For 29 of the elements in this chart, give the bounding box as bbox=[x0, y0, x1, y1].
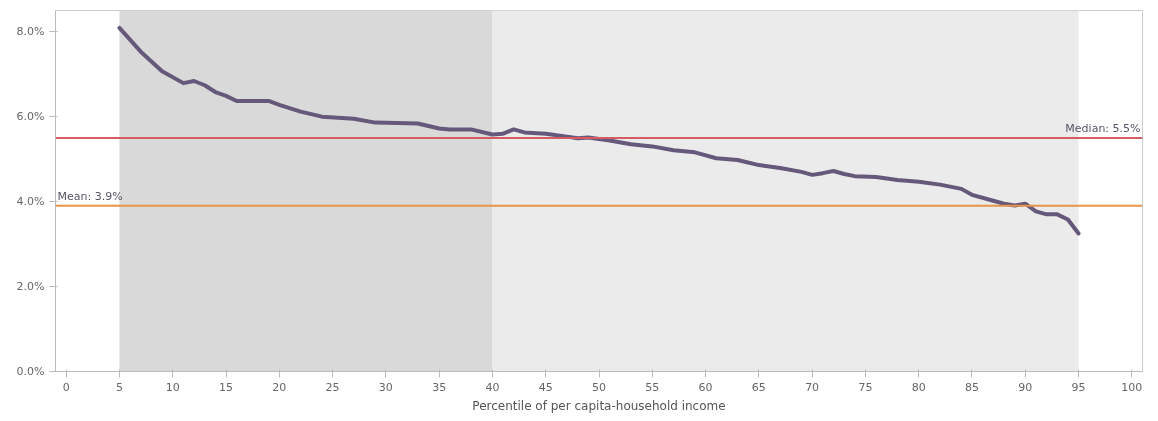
y-tick-label: 2.0% bbox=[16, 280, 45, 294]
y-tick-label: 8.0% bbox=[16, 25, 45, 39]
x-tick-label: 70 bbox=[805, 380, 820, 394]
y-tick-label: 0.0% bbox=[16, 365, 45, 378]
y-tick-label: 6.0% bbox=[16, 110, 45, 124]
ref-line-label: Mean: 3.9% bbox=[57, 189, 123, 203]
x-tick-label: 60 bbox=[698, 380, 713, 394]
x-tick-label: 25 bbox=[325, 380, 340, 394]
x-tick-label: 50 bbox=[592, 380, 606, 394]
x-tick-label: 55 bbox=[645, 380, 660, 394]
x-axis-title: Percentile of per capita-household income bbox=[472, 398, 726, 413]
x-tick-label: 5 bbox=[115, 380, 123, 394]
x-tick-label: 75 bbox=[858, 380, 873, 394]
x-tick-label: 10 bbox=[165, 380, 180, 394]
ref-line-label: Median: 5.5% bbox=[1065, 121, 1141, 135]
x-tick-label: 80 bbox=[911, 380, 926, 394]
x-tick-label: 100 bbox=[1121, 380, 1143, 394]
y-tick-label: 4.0% bbox=[16, 195, 45, 209]
x-tick-label: 0 bbox=[62, 380, 70, 394]
x-tick-label: 95 bbox=[1071, 380, 1086, 394]
x-tick-label: 65 bbox=[751, 380, 766, 394]
x-tick-label: 20 bbox=[272, 380, 287, 394]
x-tick-label: 35 bbox=[432, 380, 447, 394]
x-tick-label: 85 bbox=[964, 380, 979, 394]
x-tick-label: 90 bbox=[1018, 380, 1033, 394]
x-tick-label: 40 bbox=[485, 380, 500, 394]
x-tick-label: 30 bbox=[378, 380, 393, 394]
x-tick-label: 15 bbox=[219, 380, 234, 394]
x-tick-label: 45 bbox=[538, 380, 553, 394]
